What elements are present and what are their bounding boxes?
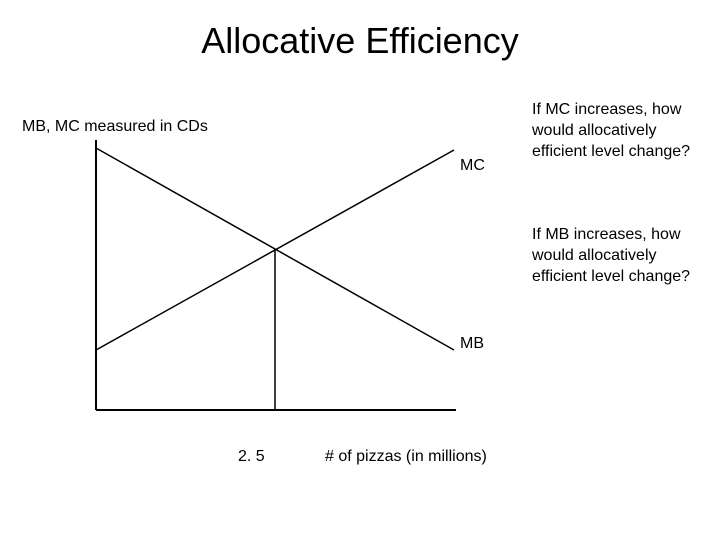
mc-curve-label: MC	[460, 157, 485, 175]
x-axis-label: # of pizzas (in millions)	[325, 448, 487, 466]
y-axis-label: MB, MC measured in CDs	[22, 118, 208, 136]
page-title: Allocative Efficiency	[0, 20, 720, 62]
question-mb-increase: If MB increases, how would allocatively …	[532, 225, 697, 287]
question-mc-increase: If MC increases, how would allocatively …	[532, 100, 697, 162]
mb-curve-label: MB	[460, 335, 484, 353]
chart-diagram	[86, 140, 466, 420]
x-tick-value: 2. 5	[238, 448, 265, 466]
